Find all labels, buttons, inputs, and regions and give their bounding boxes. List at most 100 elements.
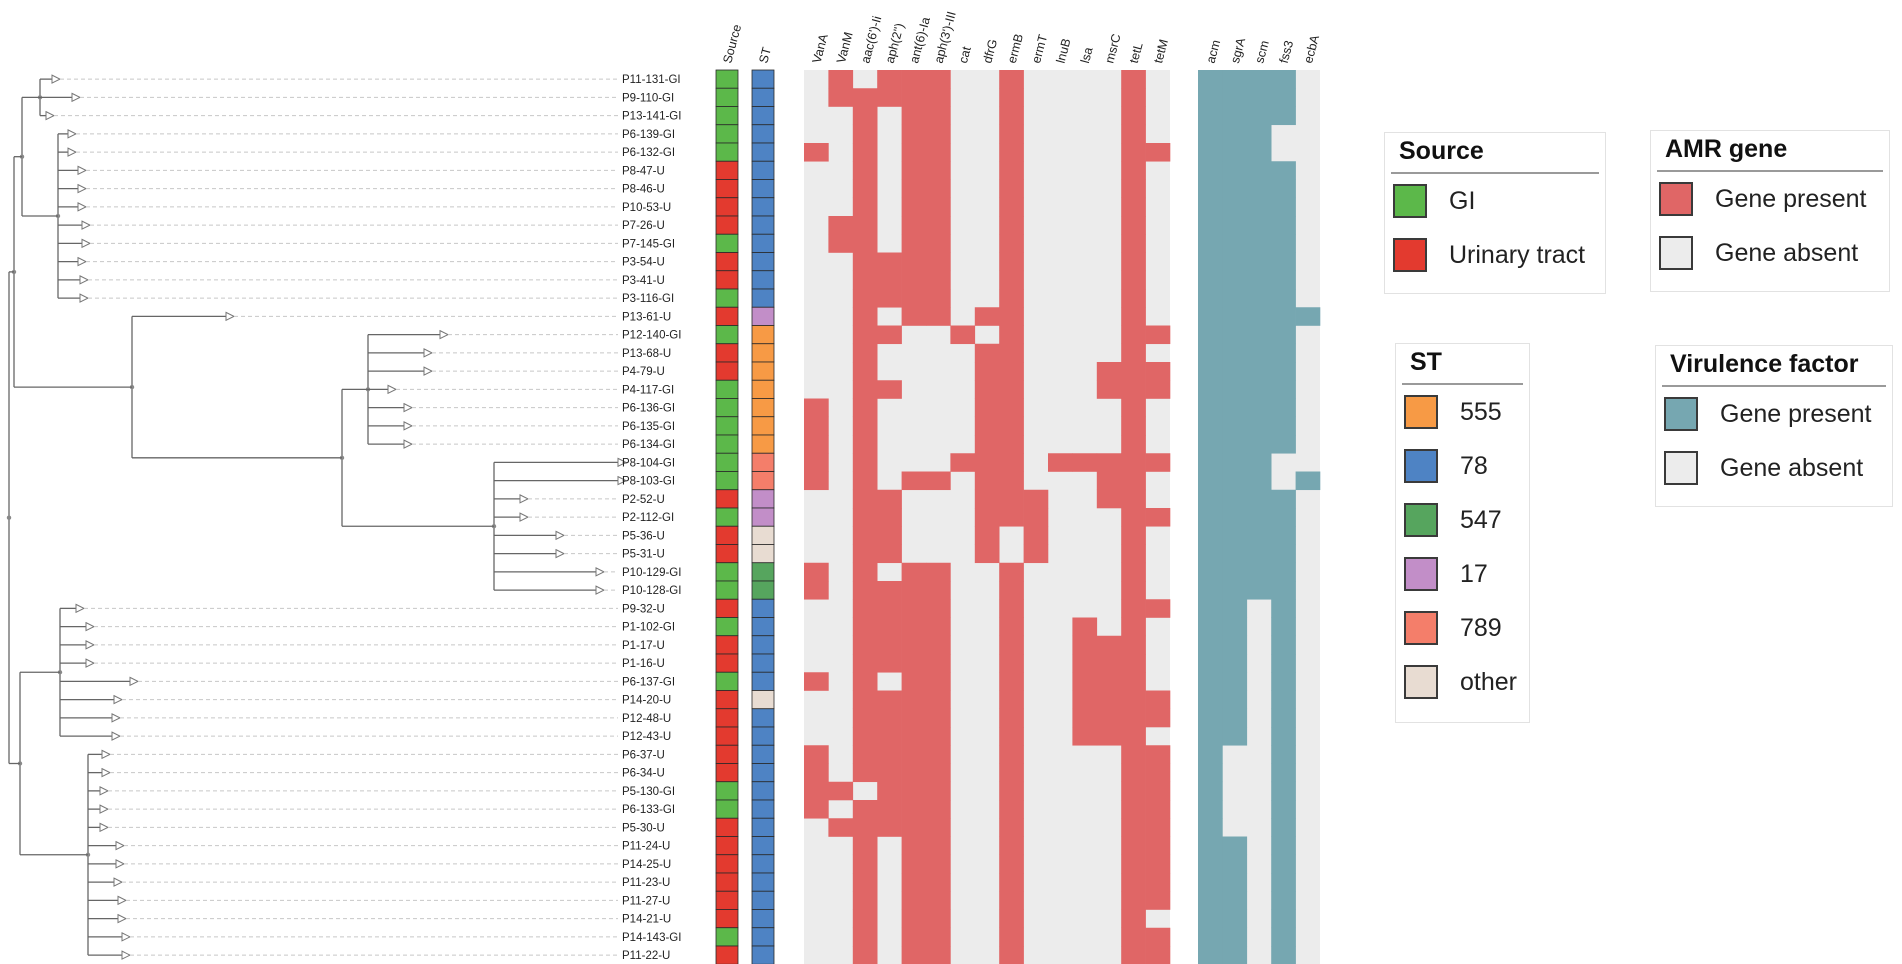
st-cell: [751, 252, 775, 272]
tree-tip: [77, 202, 88, 212]
amr-cell: [901, 179, 927, 199]
st-547-swatch: [1404, 503, 1438, 537]
amr-cell: [950, 325, 976, 345]
amr-cell: [999, 654, 1024, 673]
vir-cell: [1198, 526, 1223, 545]
isolate-label: P6-132-GI: [622, 147, 675, 159]
amr-cell: [926, 927, 951, 947]
st-cell: [751, 872, 775, 892]
amr-cell: [999, 672, 1024, 691]
amr-column-header: dfrG: [980, 38, 1000, 65]
amr-cell: [1096, 380, 1122, 399]
source-cell: [715, 288, 739, 308]
amr-cell: [1121, 562, 1146, 582]
isolate-label: P14-21-U: [622, 914, 671, 926]
vir-cell: [1198, 307, 1223, 326]
vir-cell: [1198, 270, 1223, 290]
amr-cell: [974, 544, 1000, 564]
amr-cell: [901, 161, 927, 180]
amr-cell: [877, 526, 902, 545]
amr-cell: [804, 800, 829, 819]
amr-cell: [1121, 891, 1146, 910]
amr-cell: [804, 471, 829, 491]
amr-cell: [1121, 161, 1146, 180]
vir-cell: [1222, 873, 1248, 892]
amr-cell: [1145, 800, 1171, 819]
amr-cell: [804, 453, 829, 472]
amr-cell: [877, 380, 902, 399]
vir-cell: [1198, 508, 1223, 527]
isolate-label: P8-104-GI: [622, 457, 675, 469]
amr-cell: [926, 252, 951, 272]
virulence-legend: Virulence factor Gene present Gene absen…: [1655, 345, 1893, 507]
vir-cell: [1271, 708, 1296, 728]
vir-cell: [1271, 544, 1296, 564]
amr-cell: [926, 581, 951, 600]
amr-cell: [1096, 672, 1122, 691]
amr-cell: [926, 124, 951, 144]
amr-cell: [926, 161, 951, 180]
isolate-label: P13-141-GI: [622, 111, 681, 123]
vir-cell: [1222, 325, 1248, 345]
amr-cell: [926, 891, 951, 910]
vir-cell: [1271, 873, 1296, 892]
amr-legend-item-absent: Gene absent: [1651, 226, 1889, 280]
vir-cell: [1271, 836, 1296, 856]
vir-cell: [1222, 654, 1248, 673]
vir-column-header: scm: [1252, 39, 1271, 65]
source-cell: [715, 836, 739, 856]
amr-column-header: aph(3')-III: [932, 10, 959, 65]
amr-cell: [852, 216, 878, 235]
source-cell: [715, 416, 739, 436]
st-legend-item-555: 555: [1396, 385, 1529, 439]
vir-cell: [1271, 818, 1296, 837]
vir-cell: [1246, 88, 1272, 107]
st-cell: [751, 854, 775, 874]
tree-tip: [81, 238, 92, 249]
amr-cell: [877, 708, 902, 728]
amr-cell: [926, 197, 951, 217]
amr-cell: [877, 544, 902, 564]
amr-cell: [1096, 453, 1122, 472]
amr-cell: [901, 216, 927, 235]
amr-cell: [999, 197, 1024, 217]
vir-cell: [1222, 471, 1248, 491]
vir-cell: [1198, 818, 1223, 837]
vir-cell: [1198, 672, 1223, 691]
vir-cell: [1222, 307, 1248, 326]
amr-cell: [1121, 489, 1146, 509]
vir-cell: [1222, 124, 1248, 144]
st-legend-title: ST: [1402, 344, 1523, 385]
amr-cell: [999, 891, 1024, 910]
isolate-label: P5-36-U: [622, 530, 665, 542]
vir-cell: [1222, 88, 1248, 107]
source-cell: [715, 872, 739, 892]
vir-cell: [1198, 599, 1223, 618]
source-cell: [715, 580, 739, 600]
st-other-label: other: [1460, 667, 1517, 696]
amr-cell: [901, 727, 927, 746]
amr-cell: [852, 124, 878, 144]
virulence-legend-title: Virulence factor: [1662, 346, 1886, 387]
vir-cell: [1271, 617, 1296, 637]
amr-cell: [828, 781, 854, 801]
vir-cell: [1246, 343, 1272, 363]
vir-cell: [1222, 891, 1248, 910]
tree-tip: [67, 129, 78, 139]
st-cell: [751, 343, 775, 363]
amr-cell: [999, 453, 1024, 472]
vir-cell: [1271, 179, 1296, 199]
vir-cell: [1198, 800, 1223, 819]
st-cell: [751, 909, 775, 929]
amr-cell: [1072, 654, 1098, 673]
vir-cell: [1198, 380, 1223, 399]
vir-cell: [1222, 270, 1248, 290]
amr-cell: [1121, 70, 1146, 89]
virulence-factor-heatmap: [1198, 70, 1321, 964]
amr-cell: [804, 143, 829, 162]
tree-tip: [403, 402, 414, 413]
vir-cell: [1222, 161, 1248, 180]
vir-cell: [1198, 854, 1223, 874]
amr-cell: [1096, 362, 1122, 381]
isolate-label: P11-23-U: [622, 877, 670, 889]
